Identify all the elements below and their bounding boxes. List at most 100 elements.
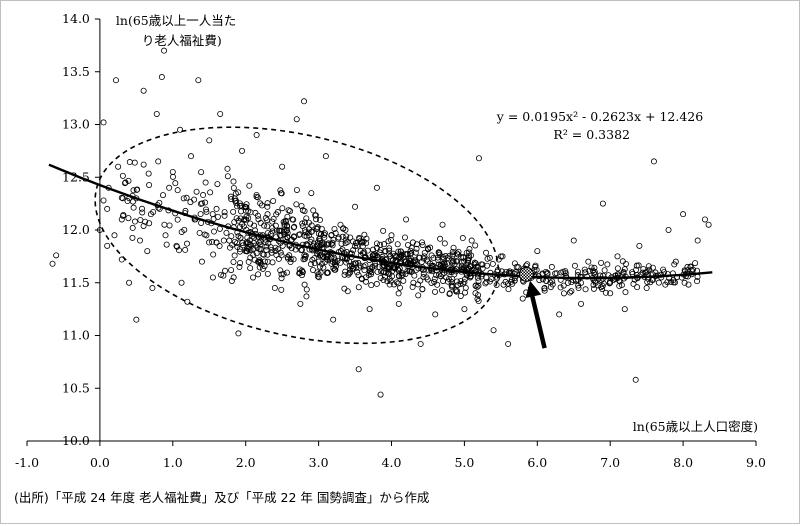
data-point [280, 219, 287, 226]
data-point [238, 208, 245, 215]
data-point [209, 238, 216, 245]
data-point [420, 274, 427, 281]
data-point [236, 248, 243, 255]
data-point [209, 211, 216, 218]
data-point [353, 239, 360, 246]
data-point [449, 282, 456, 289]
data-point [417, 277, 424, 284]
data-point [566, 289, 573, 296]
data-point [342, 236, 349, 243]
data-point [495, 256, 502, 263]
data-point [202, 206, 209, 213]
data-point [328, 231, 335, 238]
data-point [395, 290, 402, 297]
data-point [330, 316, 337, 323]
data-point [602, 289, 609, 296]
data-point [667, 279, 674, 286]
data-point [352, 243, 359, 250]
data-point [322, 259, 329, 266]
data-point [415, 292, 422, 299]
data-point [129, 234, 136, 241]
data-point [247, 265, 254, 272]
data-point [214, 213, 221, 220]
data-point [196, 229, 203, 236]
data-point [472, 290, 479, 297]
data-point [434, 256, 441, 263]
data-point [264, 200, 271, 207]
data-point [131, 218, 138, 225]
data-point [694, 278, 701, 285]
data-point [413, 241, 420, 248]
data-point [361, 231, 368, 238]
data-point [243, 216, 250, 223]
data-point [221, 212, 228, 219]
data-point [174, 216, 181, 223]
x-tick-label: 7.0 [600, 455, 620, 470]
data-point [277, 187, 284, 194]
data-point [332, 259, 339, 266]
data-point [475, 298, 482, 305]
data-point [173, 242, 180, 249]
data-point [222, 267, 229, 274]
data-point [381, 241, 388, 248]
x-tick-label: 6.0 [527, 455, 547, 470]
data-point [298, 272, 305, 279]
data-point [217, 110, 224, 117]
data-point [604, 261, 611, 268]
data-point [169, 168, 176, 175]
data-point [172, 180, 179, 187]
data-point [374, 268, 381, 275]
data-point [278, 232, 285, 239]
data-point [369, 263, 376, 270]
data-point [130, 187, 137, 194]
data-point [166, 222, 173, 229]
data-point [622, 289, 629, 296]
data-point [598, 259, 605, 266]
data-point [585, 258, 592, 265]
data-point [395, 300, 402, 307]
data-point [200, 192, 207, 199]
data-point [473, 263, 480, 270]
data-point [619, 258, 626, 265]
data-point [642, 269, 649, 276]
data-point [590, 281, 597, 288]
data-point [316, 216, 323, 223]
x-axis-label: ln(65歳以上人口密度) [633, 419, 758, 434]
data-point [453, 257, 460, 264]
data-point [111, 232, 118, 239]
data-point [312, 212, 319, 219]
data-point [320, 240, 327, 247]
data-point [547, 284, 554, 291]
data-point [575, 285, 582, 292]
data-point [652, 269, 659, 276]
data-point [119, 172, 126, 179]
data-point [133, 316, 140, 323]
y-tick-label: 12.5 [62, 169, 90, 184]
data-point [390, 264, 397, 271]
data-point [394, 241, 401, 248]
data-point [439, 271, 446, 278]
data-point [368, 264, 375, 271]
data-point [198, 169, 205, 176]
data-point [493, 275, 500, 282]
data-point [590, 285, 597, 292]
data-point [286, 252, 293, 259]
data-point [199, 200, 206, 207]
data-point [440, 277, 447, 284]
data-point [285, 207, 292, 214]
data-point [53, 252, 60, 259]
data-point [428, 252, 435, 259]
data-point [324, 269, 331, 276]
data-point [224, 165, 231, 172]
data-point [634, 284, 641, 291]
data-point [389, 273, 396, 280]
tick-layer: -1.0 0.0 1.0 2.0 3.0 4.0 5.0 6.0 7.0 8.0 9.0 14.0 13… [15, 11, 766, 470]
data-point [591, 268, 598, 275]
x-tick-label: 4.0 [382, 455, 402, 470]
data-point [329, 258, 336, 265]
data-point [465, 256, 472, 263]
data-point [472, 260, 479, 267]
data-point [457, 280, 464, 287]
data-point [140, 161, 147, 168]
data-point [245, 258, 252, 265]
